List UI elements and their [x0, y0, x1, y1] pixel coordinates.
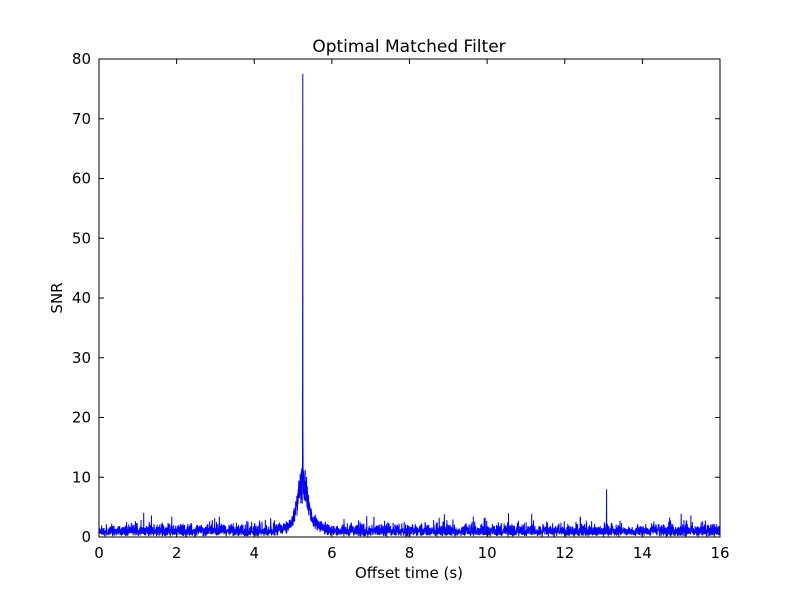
y-tick-label: 30 — [72, 349, 91, 367]
y-tick-label: 80 — [72, 50, 91, 68]
x-tick-label: 4 — [249, 544, 259, 562]
x-tick-label: 6 — [327, 544, 337, 562]
y-tick-label: 50 — [72, 229, 91, 247]
x-axis-label: Offset time (s) — [355, 564, 463, 582]
y-tick-label: 10 — [72, 468, 91, 486]
x-tick-label: 8 — [405, 544, 415, 562]
y-tick-label: 70 — [72, 110, 91, 128]
y-tick-label: 20 — [72, 409, 91, 427]
x-tick-label: 0 — [94, 544, 104, 562]
x-tick-label: 14 — [633, 544, 652, 562]
y-tick-label: 0 — [81, 528, 91, 546]
chart-title: Optimal Matched Filter — [312, 37, 505, 57]
y-axis-label: SNR — [48, 282, 66, 313]
axes-layer: 0 2 4 6 8 10 12 14 16 0 10 20 30 40 50 60 70 80 — [72, 50, 730, 562]
y-tick-label: 60 — [72, 170, 91, 188]
y-tick-label: 40 — [72, 289, 91, 307]
x-tick-label: 2 — [172, 544, 182, 562]
x-tick-label: 12 — [555, 544, 574, 562]
x-tick-label: 10 — [478, 544, 497, 562]
x-tick-label: 16 — [710, 544, 729, 562]
